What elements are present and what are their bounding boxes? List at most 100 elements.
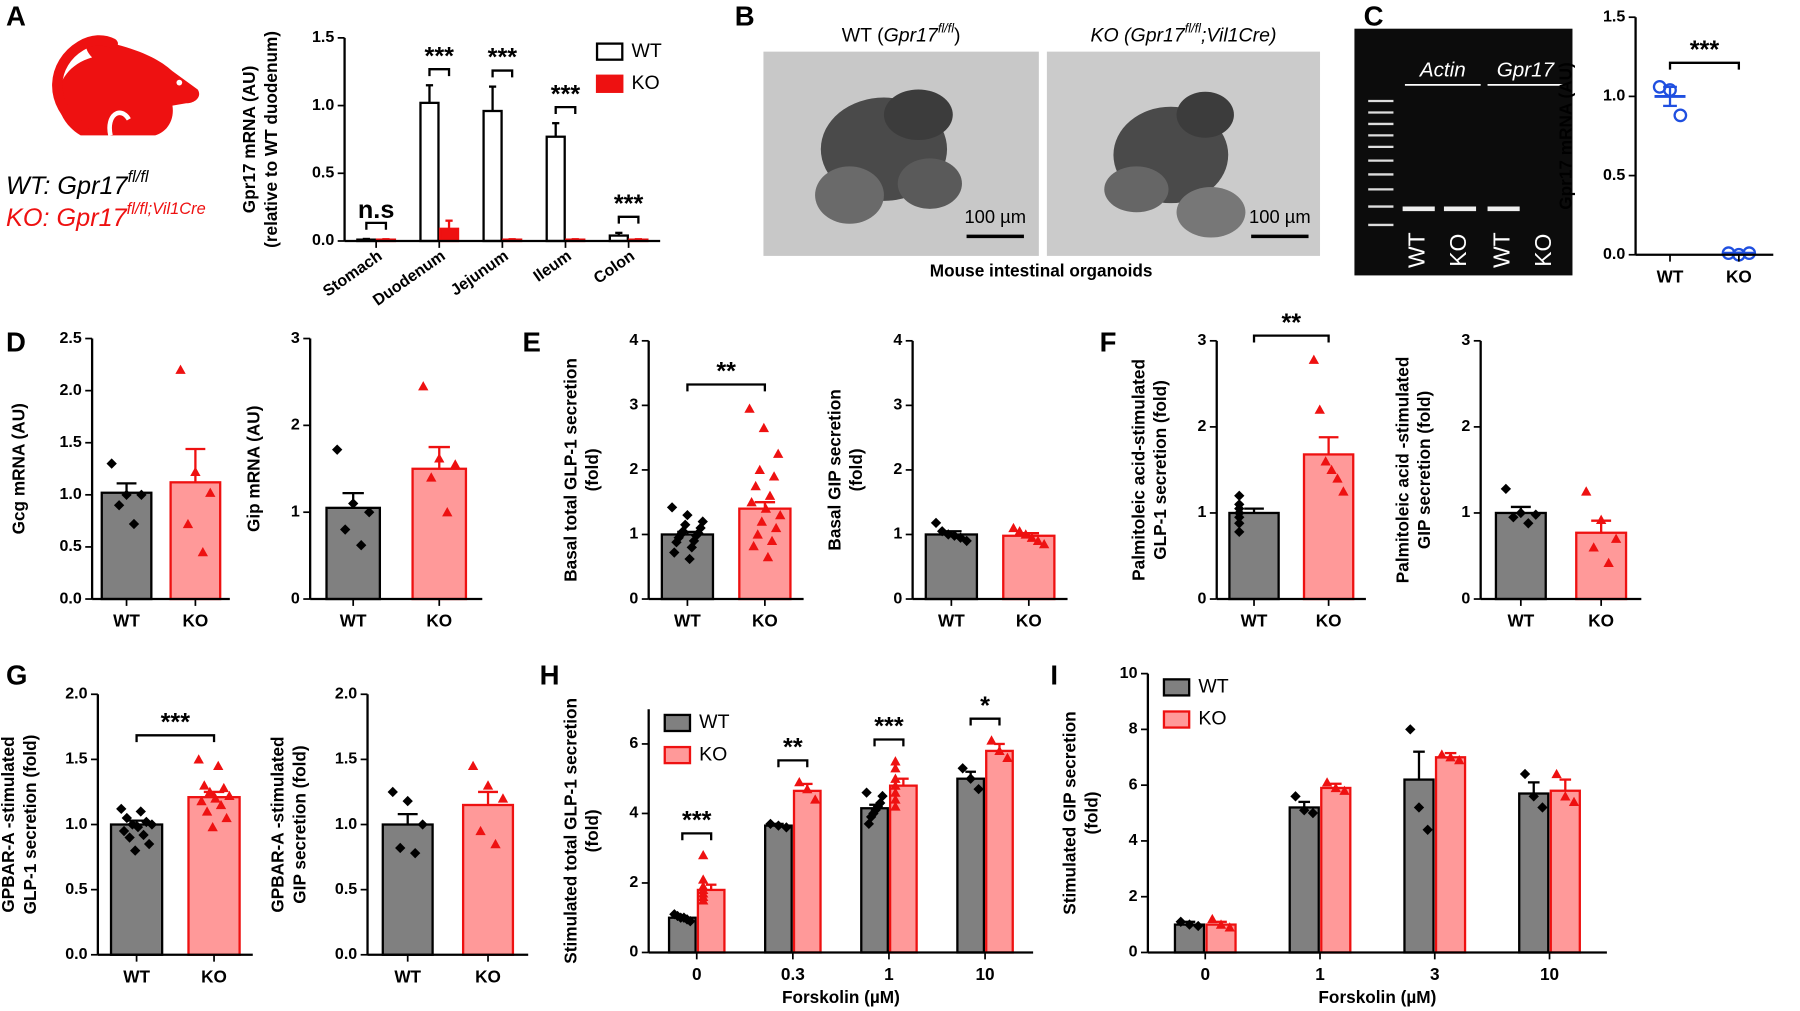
y-tick-label: 2 [1461,417,1470,435]
bar [461,803,515,956]
bar [482,109,503,243]
data-point [146,819,158,830]
y-axis-label: Basal GIP secretion [824,389,844,550]
data-point [1321,777,1333,787]
significance-label: ** [783,734,803,762]
data-point [482,780,494,790]
data-point [1568,796,1580,807]
panel-letter: A [6,1,26,32]
data-point [395,842,406,854]
data-point [1224,922,1235,932]
data-point [106,458,117,469]
y-axis-label: Gpr17 mRNA (AU) [1555,62,1575,210]
data-point [418,381,429,391]
data-point [764,490,776,500]
data-point [1320,456,1331,466]
data-point [1338,486,1349,496]
data-point [364,507,375,518]
bar [100,491,153,601]
bar [985,749,1014,954]
y-tick-label: 0 [893,589,902,607]
data-point [1002,752,1013,762]
y-tick-label: 0.0 [312,231,334,249]
y-axis-label: GPBAR-A -stimulated [0,736,18,912]
data-point [744,403,755,413]
significance-label: *** [1690,36,1720,64]
data-point [758,422,770,433]
panel-letter: C [1364,1,1384,32]
data-point [1234,512,1245,523]
data-point [768,471,780,481]
y-tick-label: 2 [629,460,638,478]
data-point [1193,920,1204,932]
x-tick-label: 3 [1430,964,1440,984]
x-tick-label: WT [674,611,701,631]
y-axis-label: (fold) [582,809,602,852]
image-title-part: fl/fl [938,22,955,36]
data-point [930,517,942,529]
data-point [402,795,413,807]
data-point [1523,518,1534,529]
scale-bar-label: 100 µm [964,206,1026,227]
data-point [698,849,709,860]
data-point [762,551,774,562]
chart-panel: D 0.0 0.5 1.0 1.5 2.0 2.5 Gcg mRNA (AU) WT KO [6,327,230,631]
y-tick-label: 0.0 [59,589,81,607]
panel-letter: H [540,659,560,690]
image-title-part: fl/fl [1185,22,1202,36]
y-axis-label: Stimulated total GLP-1 secretion [560,698,580,964]
x-tick-label: KO [1016,611,1042,631]
data-point [356,540,367,551]
data-point [752,529,763,539]
bar [1549,789,1581,954]
data-point [890,787,901,797]
image-title-part: Gpr17 [884,25,939,47]
y-tick-label: 10 [1120,664,1138,682]
panel-letter: D [6,327,26,358]
x-tick-label: Jejunum [447,247,511,300]
x-tick-label: WT [1507,611,1534,631]
data-point [957,763,968,774]
y-tick-label: 2.5 [59,329,81,347]
data-point [1008,522,1019,533]
y-tick-label: 3 [291,329,300,347]
data-point [450,459,461,469]
significance-label: *** [488,44,518,72]
x-tick-label: WT [1241,611,1268,631]
bar [1494,511,1547,601]
y-tick-label: 0 [1129,943,1138,961]
data-point [890,780,901,790]
y-tick-label: 0.0 [1603,245,1625,263]
gel-gene-label: Actin [1418,59,1466,82]
data-point [141,816,152,828]
y-tick-label: 0.0 [335,945,357,963]
data-point [770,522,782,533]
y-axis-label: GLP-1 secretion (fold) [1150,380,1170,560]
chart-panel: C 0.0 0.5 1.0 1.5 Gpr17 mRNA (AU) *** WT KO [1364,1,1774,286]
y-axis-label: Palmitoleic acid-stimulated [1128,359,1148,581]
data-point [1405,724,1416,735]
y-tick-label: 4 [629,804,638,822]
significance-bracket [365,221,388,230]
data-point [794,777,805,787]
y-axis-label: GIP secretion (fold) [290,745,310,903]
x-tick-label: 1 [1315,964,1325,984]
image-title: WT (Gpr17fl/fl) [842,22,961,47]
x-tick-label: WT [340,611,367,631]
data-point [387,786,398,798]
bar [381,823,434,956]
data-point [475,825,486,836]
data-point [1326,464,1337,475]
bar [956,777,986,954]
data-point [132,821,144,833]
data-point [490,838,501,849]
legend-label: KO [631,72,659,94]
significance-bracket [491,69,514,78]
data-point [890,756,901,766]
y-tick-label: 1 [1197,503,1206,521]
data-point [210,793,221,803]
y-tick-label: 2 [893,460,902,478]
chart-panel: F 0 1 2 3 Palmitoleic acid-stimulated GLP-1 se… [1100,309,1366,631]
y-tick-label: 2 [1197,417,1206,435]
gel-lane-label: WT [1404,232,1430,268]
